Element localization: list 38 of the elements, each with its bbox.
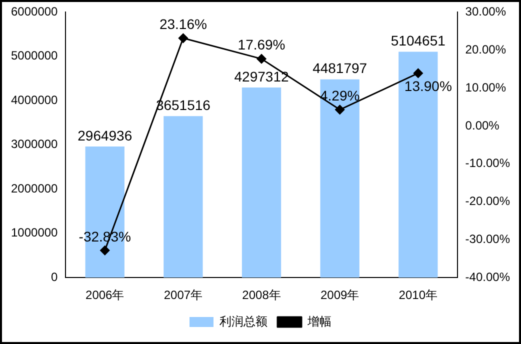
data-label: 17.69% — [238, 36, 286, 53]
data-label: 4297312 — [234, 68, 289, 84]
bar — [320, 79, 360, 278]
y2-tick-label: -10.00% — [465, 156, 510, 170]
data-label: 5104651 — [390, 32, 446, 49]
legend-label: 增幅 — [306, 314, 332, 328]
data-label: 13.90% — [404, 78, 452, 94]
y2-tick-label: 30.00% — [465, 4, 506, 19]
legend-label: 利润总额 — [220, 314, 268, 328]
point — [413, 68, 423, 78]
x-tick-label: 2006年 — [86, 288, 124, 302]
point — [178, 33, 188, 43]
y-tick-label: 5000000 — [11, 48, 58, 63]
x-tick-label: 2010年 — [398, 288, 438, 302]
point — [256, 54, 266, 64]
y2-tick-label: -40.00% — [465, 270, 510, 284]
y-tick-label: 0 — [51, 270, 58, 284]
point — [335, 104, 345, 114]
data-label: 2964936 — [78, 127, 132, 144]
y-tick-label: 4000000 — [11, 92, 58, 107]
y-tick-label: 2000000 — [11, 181, 58, 196]
data-label: 4.29% — [320, 88, 360, 104]
x-tick-label: 2007年 — [164, 288, 203, 302]
bar — [242, 88, 282, 278]
y-tick-label: 3000000 — [11, 137, 58, 152]
y2-tick-label: 10.00% — [465, 80, 506, 94]
x-tick-label: 2008年 — [242, 288, 281, 302]
y2-tick-label: 20.00% — [465, 42, 506, 56]
y2-tick-label: -20.00% — [465, 194, 510, 208]
x-tick-label: 2009年 — [320, 288, 360, 302]
point — [100, 246, 110, 256]
bar — [164, 116, 203, 278]
y2-tick-label: 0.00% — [465, 118, 500, 132]
y-tick-label: 1000000 — [11, 226, 58, 240]
data-label: 4481797 — [312, 60, 368, 76]
data-label: 23.16% — [159, 16, 207, 32]
y-tick-label: 6000000 — [11, 4, 58, 19]
y2-tick-label: -30.00% — [465, 232, 510, 246]
